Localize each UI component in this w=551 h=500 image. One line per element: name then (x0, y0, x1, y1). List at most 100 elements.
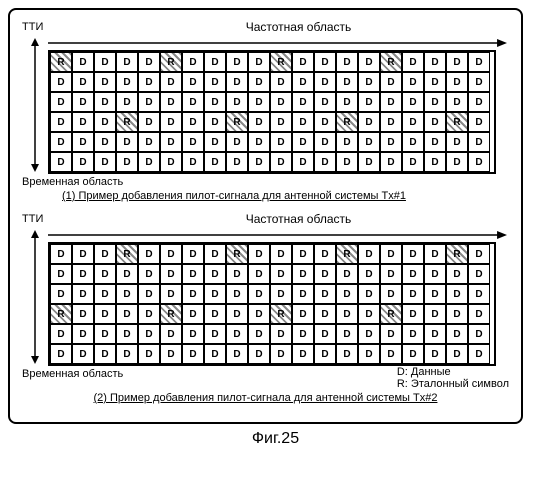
data-symbol-cell: D (446, 92, 468, 112)
data-symbol-cell: D (204, 304, 226, 324)
data-symbol-cell: D (72, 52, 94, 72)
data-symbol-cell: D (72, 152, 94, 172)
data-symbol-cell: D (446, 284, 468, 304)
data-symbol-cell: D (292, 344, 314, 364)
data-symbol-cell: D (72, 132, 94, 152)
data-symbol-cell: D (336, 52, 358, 72)
data-symbol-cell: D (72, 244, 94, 264)
data-symbol-cell: D (336, 72, 358, 92)
data-symbol-cell: D (94, 264, 116, 284)
data-symbol-cell: D (248, 112, 270, 132)
data-symbol-cell: D (50, 132, 72, 152)
data-symbol-cell: D (270, 92, 292, 112)
data-symbol-cell: D (204, 92, 226, 112)
data-symbol-cell: D (226, 92, 248, 112)
data-symbol-cell: D (116, 304, 138, 324)
data-symbol-cell: D (468, 52, 490, 72)
data-symbol-cell: D (138, 324, 160, 344)
caption-left: Временная область (22, 366, 123, 380)
reference-symbol-cell: R (50, 52, 72, 72)
data-symbol-cell: D (314, 92, 336, 112)
data-symbol-cell: D (270, 264, 292, 284)
data-symbol-cell: D (446, 72, 468, 92)
data-symbol-cell: D (204, 324, 226, 344)
data-symbol-cell: D (204, 244, 226, 264)
data-symbol-cell: D (50, 152, 72, 172)
caption-left: Временная область(1) Пример добавления п… (22, 174, 406, 202)
data-symbol-cell: D (292, 52, 314, 72)
data-symbol-cell: D (248, 152, 270, 172)
data-symbol-cell: D (138, 344, 160, 364)
frequency-axis-label: Частотная область (88, 20, 509, 34)
data-symbol-cell: D (204, 344, 226, 364)
data-symbol-cell: D (116, 132, 138, 152)
data-symbol-cell: D (402, 344, 424, 364)
data-symbol-cell: D (226, 72, 248, 92)
data-symbol-cell: D (336, 284, 358, 304)
data-symbol-cell: D (72, 264, 94, 284)
top-labels: ТТИЧастотная область (22, 20, 509, 34)
reference-symbol-cell: R (446, 112, 468, 132)
data-symbol-cell: D (116, 72, 138, 92)
data-symbol-cell: D (50, 92, 72, 112)
data-symbol-cell: D (424, 324, 446, 344)
data-symbol-cell: D (380, 132, 402, 152)
reference-symbol-cell: R (270, 52, 292, 72)
data-symbol-cell: D (182, 324, 204, 344)
data-symbol-cell: D (314, 244, 336, 264)
data-symbol-cell: D (424, 112, 446, 132)
data-symbol-cell: D (116, 344, 138, 364)
data-symbol-cell: D (226, 264, 248, 284)
data-symbol-cell: D (94, 152, 116, 172)
data-symbol-cell: D (204, 152, 226, 172)
grid-and-arrow: DDDRDDDDRDDDDRDDDDRDDDDDDDDDDDDDDDDDDDDD… (48, 228, 509, 366)
data-symbol-cell: D (358, 52, 380, 72)
data-symbol-cell: D (50, 324, 72, 344)
data-symbol-cell: D (468, 92, 490, 112)
data-symbol-cell: D (160, 264, 182, 284)
data-symbol-cell: D (248, 284, 270, 304)
data-symbol-cell: D (402, 92, 424, 112)
data-symbol-cell: D (292, 92, 314, 112)
data-symbol-cell: D (138, 52, 160, 72)
data-symbol-cell: D (468, 152, 490, 172)
data-symbol-cell: D (358, 324, 380, 344)
data-symbol-cell: D (380, 92, 402, 112)
data-symbol-cell: D (336, 264, 358, 284)
grid-wrap: RDDDDRDDDDRDDDDRDDDDDDDDDDDDDDDDDDDDDDDD… (22, 36, 509, 174)
data-symbol-cell: D (402, 324, 424, 344)
data-symbol-cell: D (248, 92, 270, 112)
frequency-axis-arrow (48, 36, 509, 50)
data-symbol-cell: D (182, 152, 204, 172)
data-symbol-cell: D (50, 244, 72, 264)
data-symbol-cell: D (182, 244, 204, 264)
data-symbol-cell: D (94, 52, 116, 72)
data-symbol-cell: D (226, 152, 248, 172)
reference-symbol-cell: R (116, 112, 138, 132)
data-symbol-cell: D (446, 324, 468, 344)
data-symbol-cell: D (72, 92, 94, 112)
data-symbol-cell: D (50, 344, 72, 364)
data-symbol-cell: D (402, 132, 424, 152)
data-symbol-cell: D (446, 132, 468, 152)
data-symbol-cell: D (446, 152, 468, 172)
data-symbol-cell: D (446, 344, 468, 364)
data-symbol-cell: D (314, 264, 336, 284)
data-symbol-cell: D (468, 264, 490, 284)
data-symbol-cell: D (358, 112, 380, 132)
caption-row: Временная область(1) Пример добавления п… (22, 174, 509, 202)
data-symbol-cell: D (94, 92, 116, 112)
data-symbol-cell: D (226, 52, 248, 72)
data-symbol-cell: D (138, 132, 160, 152)
section-caption: (1) Пример добавления пилот-сигнала для … (62, 190, 406, 202)
data-symbol-cell: D (182, 92, 204, 112)
data-symbol-cell: D (402, 284, 424, 304)
data-symbol-cell: D (446, 304, 468, 324)
data-symbol-cell: D (380, 264, 402, 284)
data-symbol-cell: D (358, 92, 380, 112)
data-symbol-cell: D (138, 112, 160, 132)
data-symbol-cell: D (468, 284, 490, 304)
data-symbol-cell: D (204, 72, 226, 92)
time-axis-label: Временная область (22, 368, 123, 380)
figure-label: Фиг.25 (8, 430, 543, 448)
